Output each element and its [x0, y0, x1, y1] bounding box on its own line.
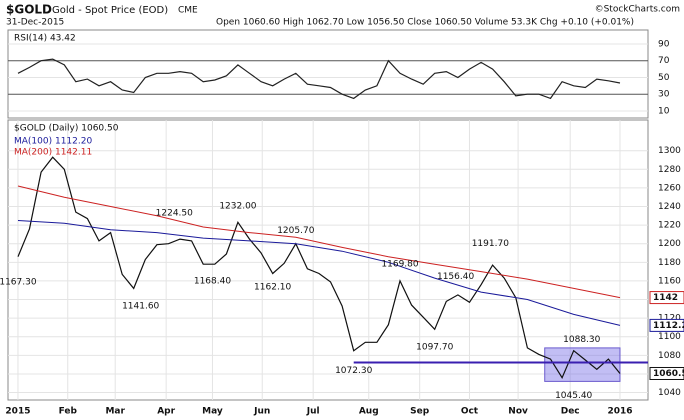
annotation: 1141.60	[122, 302, 159, 312]
annotation: 1191.70	[472, 239, 509, 249]
highlight-box	[544, 347, 621, 382]
y-tick-label: 1220	[658, 221, 681, 231]
legend-entry: MA(200) 1142.11	[14, 148, 92, 158]
y-tick-label: 1260	[658, 183, 681, 193]
annotation: 1097.70	[416, 342, 453, 352]
symbol: $GOLD	[6, 3, 52, 17]
y-tick-label: 30	[658, 90, 670, 100]
annotation: 1045.40	[555, 391, 592, 401]
x-tick-label: Apr	[157, 407, 175, 417]
x-tick-label: 2016	[607, 407, 632, 417]
x-tick-label: Feb	[59, 407, 78, 417]
x-tick-label: Aug	[359, 407, 379, 417]
price-tag-label: 1060.5	[653, 369, 684, 379]
legend-entry: MA(100) 1112.20	[14, 137, 92, 147]
x-tick-label: Jun	[253, 407, 270, 417]
y-tick-label: 1280	[658, 165, 681, 175]
y-tick-label: 1160	[658, 276, 681, 286]
x-tick-label: 2015	[5, 407, 30, 417]
annotation: 1156.40	[437, 272, 474, 282]
y-tick-label: 1200	[658, 239, 681, 249]
y-tick-label: 50	[658, 73, 670, 83]
x-tick-label: Jul	[306, 407, 320, 417]
annotation: 1162.10	[254, 282, 291, 292]
y-tick-label: 1100	[658, 332, 681, 342]
y-tick-label: 1080	[658, 351, 681, 361]
y-tick-label: 1180	[658, 258, 681, 268]
y-tick-label: 10	[658, 106, 670, 116]
panel	[7, 29, 649, 119]
x-tick-label: Nov	[508, 407, 528, 417]
price-tag	[649, 291, 684, 305]
annotation: 1167.30	[0, 278, 37, 288]
date: 31-Dec-2015	[6, 18, 64, 28]
legend-title: RSI(14) 43.42	[14, 34, 76, 44]
y-tick-label: 1120	[658, 314, 681, 324]
annotation: 1205.70	[277, 226, 314, 236]
x-tick-label: Dec	[561, 407, 580, 417]
price-tag-label: 1142	[653, 293, 678, 303]
price-tag	[649, 318, 684, 332]
annotation: 1168.40	[194, 277, 231, 287]
annotation: 1088.30	[563, 335, 600, 345]
exchange: CME	[178, 6, 198, 16]
annotation: 1232.00	[219, 201, 256, 211]
quote: Open 1060.60 High 1062.70 Low 1056.50 Cl…	[216, 18, 634, 28]
annotation: 1224.50	[156, 208, 193, 218]
price-tag-label: 1112.2	[653, 321, 684, 331]
x-tick-label: Oct	[461, 407, 479, 417]
x-tick-label: Sep	[410, 407, 430, 417]
series-line	[17, 58, 621, 100]
x-tick-label: May	[202, 407, 223, 417]
series-line	[17, 156, 621, 379]
copyright: ©StockCharts.com	[595, 5, 680, 15]
price-tag	[649, 366, 684, 380]
y-tick-label: 70	[658, 56, 670, 66]
x-tick-label: Mar	[105, 407, 125, 417]
y-tick-label: 1040	[658, 388, 681, 398]
legend-title: $GOLD (Daily) 1060.50	[14, 124, 119, 134]
annotation: 1072.30	[335, 366, 372, 376]
instrument-name: Gold - Spot Price (EOD)	[52, 5, 168, 16]
panel	[7, 119, 649, 401]
series-line	[17, 185, 621, 299]
annotation: 1169.80	[381, 259, 418, 269]
y-tick-label: 90	[658, 39, 670, 49]
y-tick-label: 1240	[658, 202, 681, 212]
series-line	[17, 220, 621, 326]
y-tick-label: 1300	[658, 146, 681, 156]
